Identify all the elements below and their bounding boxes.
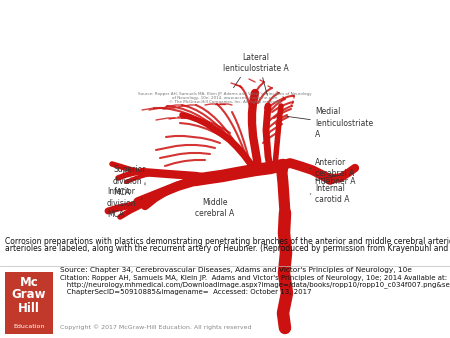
Text: Citation: Ropper AH, Samuels MA, Klein JP.  Adams and Victor's Principles of Neu: Citation: Ropper AH, Samuels MA, Klein J… bbox=[60, 275, 447, 281]
Text: Education: Education bbox=[14, 323, 45, 329]
Text: of Neurology, 10e; 2014. www.accessmedicine.com: of Neurology, 10e; 2014. www.accessmedic… bbox=[172, 96, 278, 100]
Text: arterioles are labeled, along with the recurrent artery of Heubner. (Reproduced : arterioles are labeled, along with the r… bbox=[5, 244, 450, 253]
Text: Hill: Hill bbox=[18, 301, 40, 314]
Text: © The McGraw-Hill Companies, Inc. All rights reserved.: © The McGraw-Hill Companies, Inc. All ri… bbox=[169, 100, 281, 104]
Text: Superior
division
MCA: Superior division MCA bbox=[113, 165, 145, 197]
Text: Lateral
lenticulostriate A: Lateral lenticulostriate A bbox=[223, 53, 289, 73]
Text: Anterior
cerebral A: Anterior cerebral A bbox=[315, 158, 354, 178]
Text: Huebner A: Huebner A bbox=[315, 176, 356, 186]
Text: Source: Chapter 34, Cerebrovascular Diseases, Adams and Victor's Principles of N: Source: Chapter 34, Cerebrovascular Dise… bbox=[60, 267, 412, 273]
Text: http://neurology.mhmedical.com/Downloadimage.aspx?image=/data/books/ropp10/ropp1: http://neurology.mhmedical.com/Downloadi… bbox=[60, 281, 450, 288]
Text: Mc: Mc bbox=[20, 275, 38, 289]
Text: Inferior
division
MCA: Inferior division MCA bbox=[107, 187, 137, 219]
Text: Internal
carotid A: Internal carotid A bbox=[315, 184, 350, 204]
Text: Source: Ropper AH, Samuels MA, Klein JP. Adams and Victor's Principles of Neurol: Source: Ropper AH, Samuels MA, Klein JP.… bbox=[138, 92, 312, 96]
Text: Copyright © 2017 McGraw-Hill Education. All rights reserved: Copyright © 2017 McGraw-Hill Education. … bbox=[60, 324, 252, 330]
Text: Middle
cerebral A: Middle cerebral A bbox=[195, 198, 234, 218]
Text: Graw: Graw bbox=[12, 289, 46, 301]
FancyBboxPatch shape bbox=[5, 272, 53, 334]
Text: Corrosion preparations with plastics demonstrating penetrating branches of the a: Corrosion preparations with plastics dem… bbox=[5, 237, 450, 246]
Text: ChapterSecID=50910885&imagename=  Accessed: October 13, 2017: ChapterSecID=50910885&imagename= Accesse… bbox=[60, 289, 311, 295]
Text: Medial
lenticulostriate
A: Medial lenticulostriate A bbox=[315, 107, 373, 139]
